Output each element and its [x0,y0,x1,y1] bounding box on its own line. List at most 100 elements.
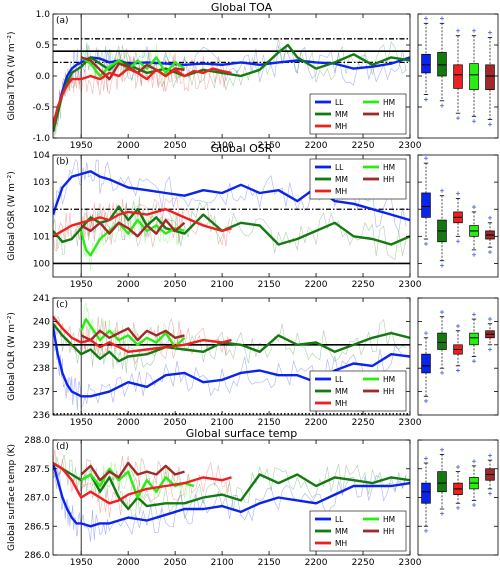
y-tick-label: 0.0 [36,72,51,82]
box-outlier [440,16,444,21]
legend-label-hh: HH [383,527,394,536]
box-outlier [440,263,444,268]
box-outlier [456,239,460,244]
series-line-ll [53,325,410,398]
legend-label-ll: LL [335,163,344,172]
box-body [421,53,431,74]
noise-hm [80,205,183,271]
y-tick-label: 103 [33,178,50,188]
panel-label: (d) [56,442,69,452]
box-ll [421,156,431,246]
legend-label-mh: MH [335,122,347,131]
series-line-mh [53,461,232,505]
x-tick-label: 2300 [399,141,422,151]
series-line-hm [80,317,186,349]
box-outlier [488,215,492,220]
y-axis-label: Global surface temp (K) [7,444,17,551]
legend-label-hm: HM [383,375,395,384]
box-outlier [440,188,444,193]
x-tick-label: 1950 [70,558,93,568]
box-body [453,64,463,89]
panel-label: (b) [56,157,69,167]
series-line-hh [80,461,185,482]
x-tick-label: 1950 [70,280,93,290]
box-outlier [424,97,428,102]
legend-label-hm: HM [383,515,395,524]
series-line-hm [80,467,195,499]
x-tick-label: 2200 [305,141,328,151]
box-mm [437,447,447,516]
panel-label: (a) [56,16,69,26]
y-tick-label: 0.5 [36,41,50,51]
box-outlier [472,502,476,507]
x-tick-label: 2300 [399,418,422,428]
box-hm [469,459,479,507]
box-hm [469,205,479,257]
y-tick-label: 287.5 [24,465,50,475]
x-tick-label: 1950 [70,141,93,151]
box-mm [437,188,447,268]
panel-label: (c) [56,300,68,310]
panel-3: 236 237 238 239 240 241 1950 2000 2050 2100 2150 22… [7,294,499,428]
y-axis-label: Global OLR (W m⁻²) [7,312,17,401]
box-ll [421,456,431,533]
noise-mm [53,315,407,374]
y-tick-label: 286.5 [24,522,50,532]
y-tick-label: 239 [33,341,50,351]
box-mm [437,310,447,375]
box-outlier [456,116,460,121]
box-body [437,52,447,77]
box-body [469,63,479,90]
box-body [469,332,479,346]
box-hh [485,453,495,496]
x-tick-label: 2150 [258,280,281,290]
legend-label-hm: HM [383,163,395,172]
legend-label-hh: HH [383,110,394,119]
x-tick-label: 2250 [352,558,375,568]
legend: LL HM MM HH MH [309,510,407,552]
x-tick-label: 2100 [211,280,234,290]
box-outlier [488,122,492,127]
box-body [421,192,431,218]
legend-label-mm: MM [335,175,348,184]
legend: LL HM MM HH MH [309,370,407,412]
box-outlier [440,370,444,375]
box-ll [421,16,431,102]
boxplot-frame [417,154,499,278]
x-tick-label: 2150 [258,418,281,428]
box-hh [485,30,495,127]
x-tick-label: 2000 [117,418,140,428]
y-tick-label: 238 [33,364,50,374]
box-body [437,471,447,493]
y-tick-label: 241 [33,294,50,304]
legend-label-mm: MM [335,527,348,536]
box-body [437,332,447,350]
panel-2: 100 101 102 103 104 1950 2000 2050 2100 2150 2200 2… [7,142,499,290]
series-line-hh [80,327,185,342]
box-outlier [424,331,428,336]
box-outlier [472,359,476,364]
box-outlier [456,505,460,510]
box-outlier [424,398,428,403]
legend-label-ll: LL [335,98,344,107]
x-tick-label: 2250 [352,141,375,151]
x-tick-label: 2000 [117,141,140,151]
legend: LL HM MM HH MH [309,93,407,135]
y-axis-label: Global OSR (W m⁻²) [7,171,17,260]
box-body [485,64,495,90]
x-tick-label: 2150 [258,558,281,568]
box-outlier [456,191,460,196]
box-outlier [424,241,428,246]
y-tick-label: 240 [33,317,50,327]
panel-title: Global surface temp [186,427,298,440]
legend-label-hh: HH [383,387,394,396]
series-line-hm [80,56,186,78]
box-outlier [488,347,492,352]
box-body [421,482,431,504]
y-tick-label: 237 [33,388,50,398]
box-outlier [488,250,492,255]
legend-label-mm: MM [335,387,348,396]
series-line-mm [53,322,410,363]
x-tick-label: 2200 [305,418,328,428]
boxplot-panel [417,154,499,278]
